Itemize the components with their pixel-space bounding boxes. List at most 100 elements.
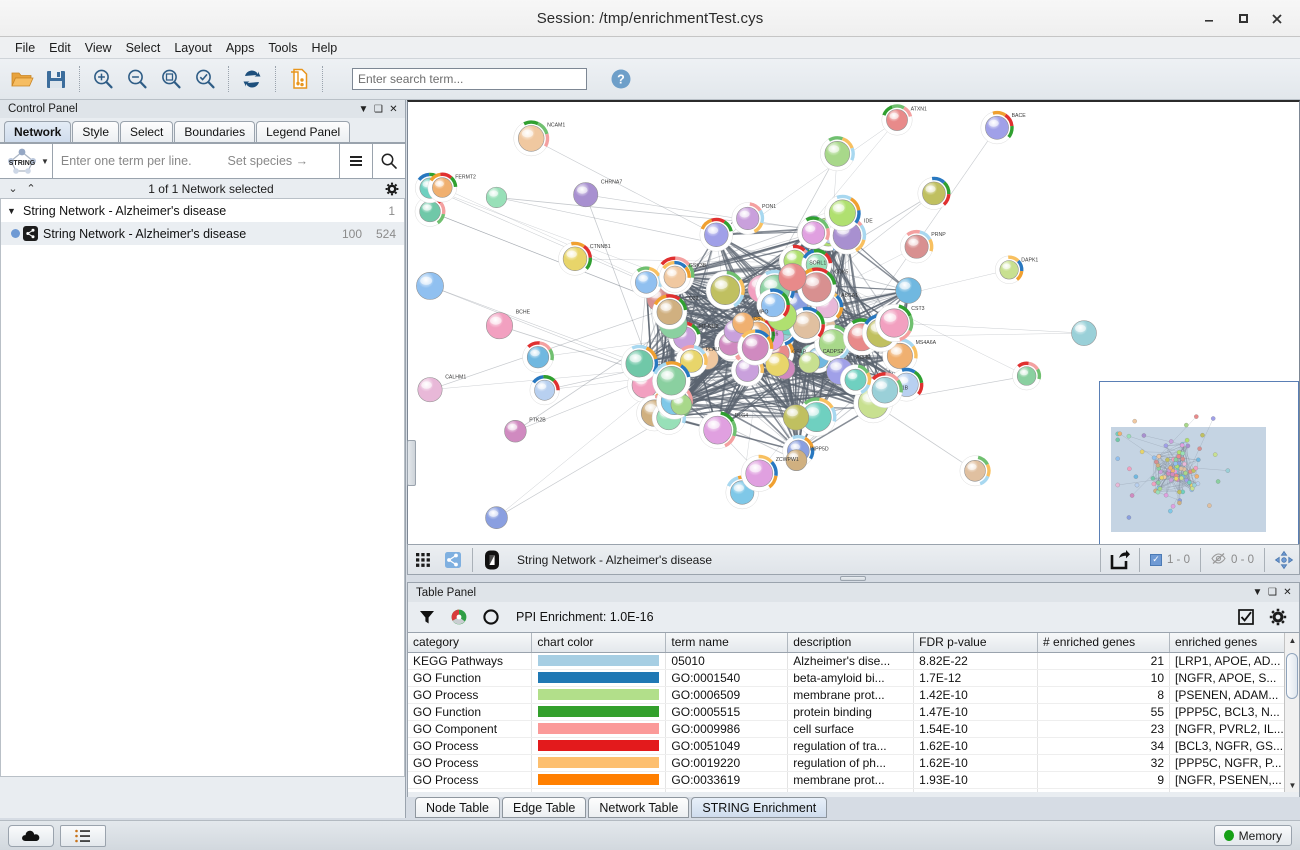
minimize-button[interactable] [1194, 5, 1224, 33]
tab-node-table[interactable]: Node Table [415, 797, 501, 818]
table-row[interactable]: GO Process GO:0033619 membrane prot... 1.93… [408, 771, 1299, 789]
tab-select[interactable]: Select [120, 121, 174, 142]
settings-gear-icon[interactable] [1265, 604, 1291, 630]
hidden-nodes-indicator[interactable]: 0 - 0 [1205, 552, 1260, 568]
export-image-icon[interactable] [1105, 545, 1135, 574]
menu-file[interactable]: File [15, 40, 36, 55]
cell-description: membrane prot... [787, 771, 915, 789]
menu-select[interactable]: Select [125, 40, 161, 55]
memory-button[interactable]: Memory [1213, 825, 1292, 846]
table-row[interactable]: GO Process GO:0019220 regulation of ph... 1… [408, 754, 1299, 772]
search-input[interactable]: Enter search term... [352, 68, 587, 90]
string-term-input[interactable]: Enter one term per line. Set species → [53, 154, 339, 168]
settings-gear-icon[interactable] [384, 182, 399, 196]
tab-network-table[interactable]: Network Table [588, 797, 690, 818]
chevron-down-icon[interactable]: ▼ [358, 103, 369, 115]
tab-string-enrichment[interactable]: STRING Enrichment [691, 797, 828, 818]
tab-boundaries[interactable]: Boundaries [174, 121, 256, 142]
string-logo-icon[interactable]: STRING [0, 144, 44, 178]
cloud-icon[interactable] [8, 824, 54, 847]
expand-triangle-icon[interactable]: ▼ [7, 205, 16, 216]
table-row[interactable]: GO Function GO:0001540 beta-amyloid bi... 1… [408, 669, 1299, 687]
menu-apps[interactable]: Apps [225, 40, 255, 55]
horizontal-splitter-handle[interactable] [840, 576, 866, 581]
close-button[interactable] [1262, 5, 1292, 33]
svg-text:CADPS2: CADPS2 [823, 349, 844, 355]
table-close-icon[interactable]: ✕ [1283, 587, 1292, 598]
donut-chart-icon[interactable] [478, 604, 504, 630]
network-selected-dot-icon [7, 229, 23, 238]
cell-term-name: GO:0033619 [665, 771, 789, 789]
annotation-icon[interactable] [477, 545, 507, 574]
title-bar: Session: /tmp/enrichmentTest.cys [0, 0, 1300, 37]
menu-edit[interactable]: Edit [49, 40, 71, 55]
col-enriched-count[interactable]: # enriched genes [1037, 633, 1171, 653]
pie-chart-icon[interactable] [446, 604, 472, 630]
birds-eye-view[interactable] [1099, 381, 1299, 574]
cell-description: membrane prot... [787, 686, 915, 704]
cell-category: KEGG Pathways [408, 652, 533, 670]
col-enriched-genes[interactable]: enriched genes [1169, 633, 1299, 653]
close-panel-icon[interactable]: ✕ [389, 103, 398, 115]
float-panel-icon[interactable]: ❑ [374, 103, 383, 115]
scroll-down-arrow-icon[interactable]: ▼ [1288, 781, 1297, 790]
open-folder-icon[interactable] [6, 63, 38, 95]
table-float-icon[interactable]: ❑ [1268, 587, 1277, 598]
search-icon[interactable] [373, 144, 405, 178]
network-root-row[interactable]: ▼ String Network - Alzheimer's disease 1 [1, 199, 404, 222]
tab-legend-panel[interactable]: Legend Panel [256, 121, 351, 142]
zoom-in-icon[interactable] [87, 63, 119, 95]
selected-nodes-indicator[interactable]: ✓ 1 - 0 [1144, 553, 1196, 566]
col-chart-color[interactable]: chart color [531, 633, 667, 653]
select-all-icon[interactable] [1233, 604, 1259, 630]
zoom-selected-icon[interactable] [189, 63, 221, 95]
table-row[interactable]: GO Process GO:0050435beta-amyloid m...2.0… [408, 788, 1299, 792]
table-row[interactable]: GO Component GO:0009986 cell surface 1.54E-… [408, 720, 1299, 738]
col-fdr-pvalue[interactable]: FDR p-value [913, 633, 1039, 653]
maximize-button[interactable] [1228, 5, 1258, 33]
svg-text:PRNP: PRNP [931, 232, 946, 238]
vertical-splitter-handle[interactable] [407, 440, 416, 486]
scroll-up-arrow-icon[interactable]: ▲ [1288, 636, 1297, 645]
table-chevron-down-icon[interactable]: ▼ [1252, 587, 1263, 598]
zoom-fit-icon[interactable] [155, 63, 187, 95]
grid-layout-icon[interactable] [408, 545, 438, 574]
col-term-name[interactable]: term name [665, 633, 789, 653]
table-row[interactable]: GO Function GO:0005515 protein binding 1.47… [408, 703, 1299, 721]
scrollbar-thumb[interactable] [1286, 653, 1298, 699]
table-row[interactable]: GO Process GO:0051049 regulation of tra...… [408, 737, 1299, 755]
table-panel-title: Table Panel [416, 586, 477, 599]
menu-help[interactable]: Help [311, 40, 338, 55]
string-dropdown-caret-icon[interactable]: ▼ [41, 156, 49, 166]
save-icon[interactable] [40, 63, 72, 95]
tab-network[interactable]: Network [4, 121, 72, 142]
menu-tools[interactable]: Tools [268, 40, 298, 55]
table-vertical-scrollbar[interactable]: ▲ ▼ [1284, 633, 1299, 792]
help-icon[interactable]: ? [605, 63, 637, 95]
fit-content-icon[interactable] [1269, 545, 1299, 574]
task-list-icon[interactable] [60, 824, 106, 847]
network-child-row[interactable]: String Network - Alzheimer's disease 100… [1, 222, 404, 245]
menu-layout[interactable]: Layout [174, 40, 212, 55]
table-row[interactable]: KEGG Pathways 05010 Alzheimer's dise... 8.8… [408, 652, 1299, 670]
menu-view[interactable]: View [84, 40, 112, 55]
refresh-icon[interactable] [236, 63, 268, 95]
tab-edge-table[interactable]: Edge Table [502, 797, 587, 818]
set-species-link[interactable]: Set species → [227, 154, 309, 168]
col-description[interactable]: description [787, 633, 915, 653]
tab-style[interactable]: Style [72, 121, 120, 142]
table-row[interactable]: GO Process GO:0006509 membrane prot... 1.42… [408, 686, 1299, 704]
enrichment-table-scroll[interactable]: category chart color term name descripti… [408, 632, 1299, 792]
zoom-out-icon[interactable] [121, 63, 153, 95]
network-canvas[interactable]: MT-ND2VSNL1ADAMTS2TOMM40PHF1DLG4MS4A6AMS… [407, 100, 1300, 575]
cell-fdr-pvalue: 1.93E-10 [913, 771, 1039, 789]
string-network-icon[interactable] [438, 545, 468, 574]
expand-all-icon[interactable]: ⌃ [26, 183, 36, 195]
network-graph-svg[interactable]: MT-ND2VSNL1ADAMTS2TOMM40PHF1DLG4MS4A6AMS… [408, 102, 1299, 575]
collapse-all-icon[interactable]: ⌄ [8, 183, 18, 195]
filter-icon[interactable] [414, 604, 440, 630]
string-input-placeholder: Enter one term per line. [60, 154, 192, 168]
export-network-icon[interactable] [283, 63, 315, 95]
col-category[interactable]: category [408, 633, 533, 653]
hamburger-icon[interactable] [340, 144, 372, 178]
